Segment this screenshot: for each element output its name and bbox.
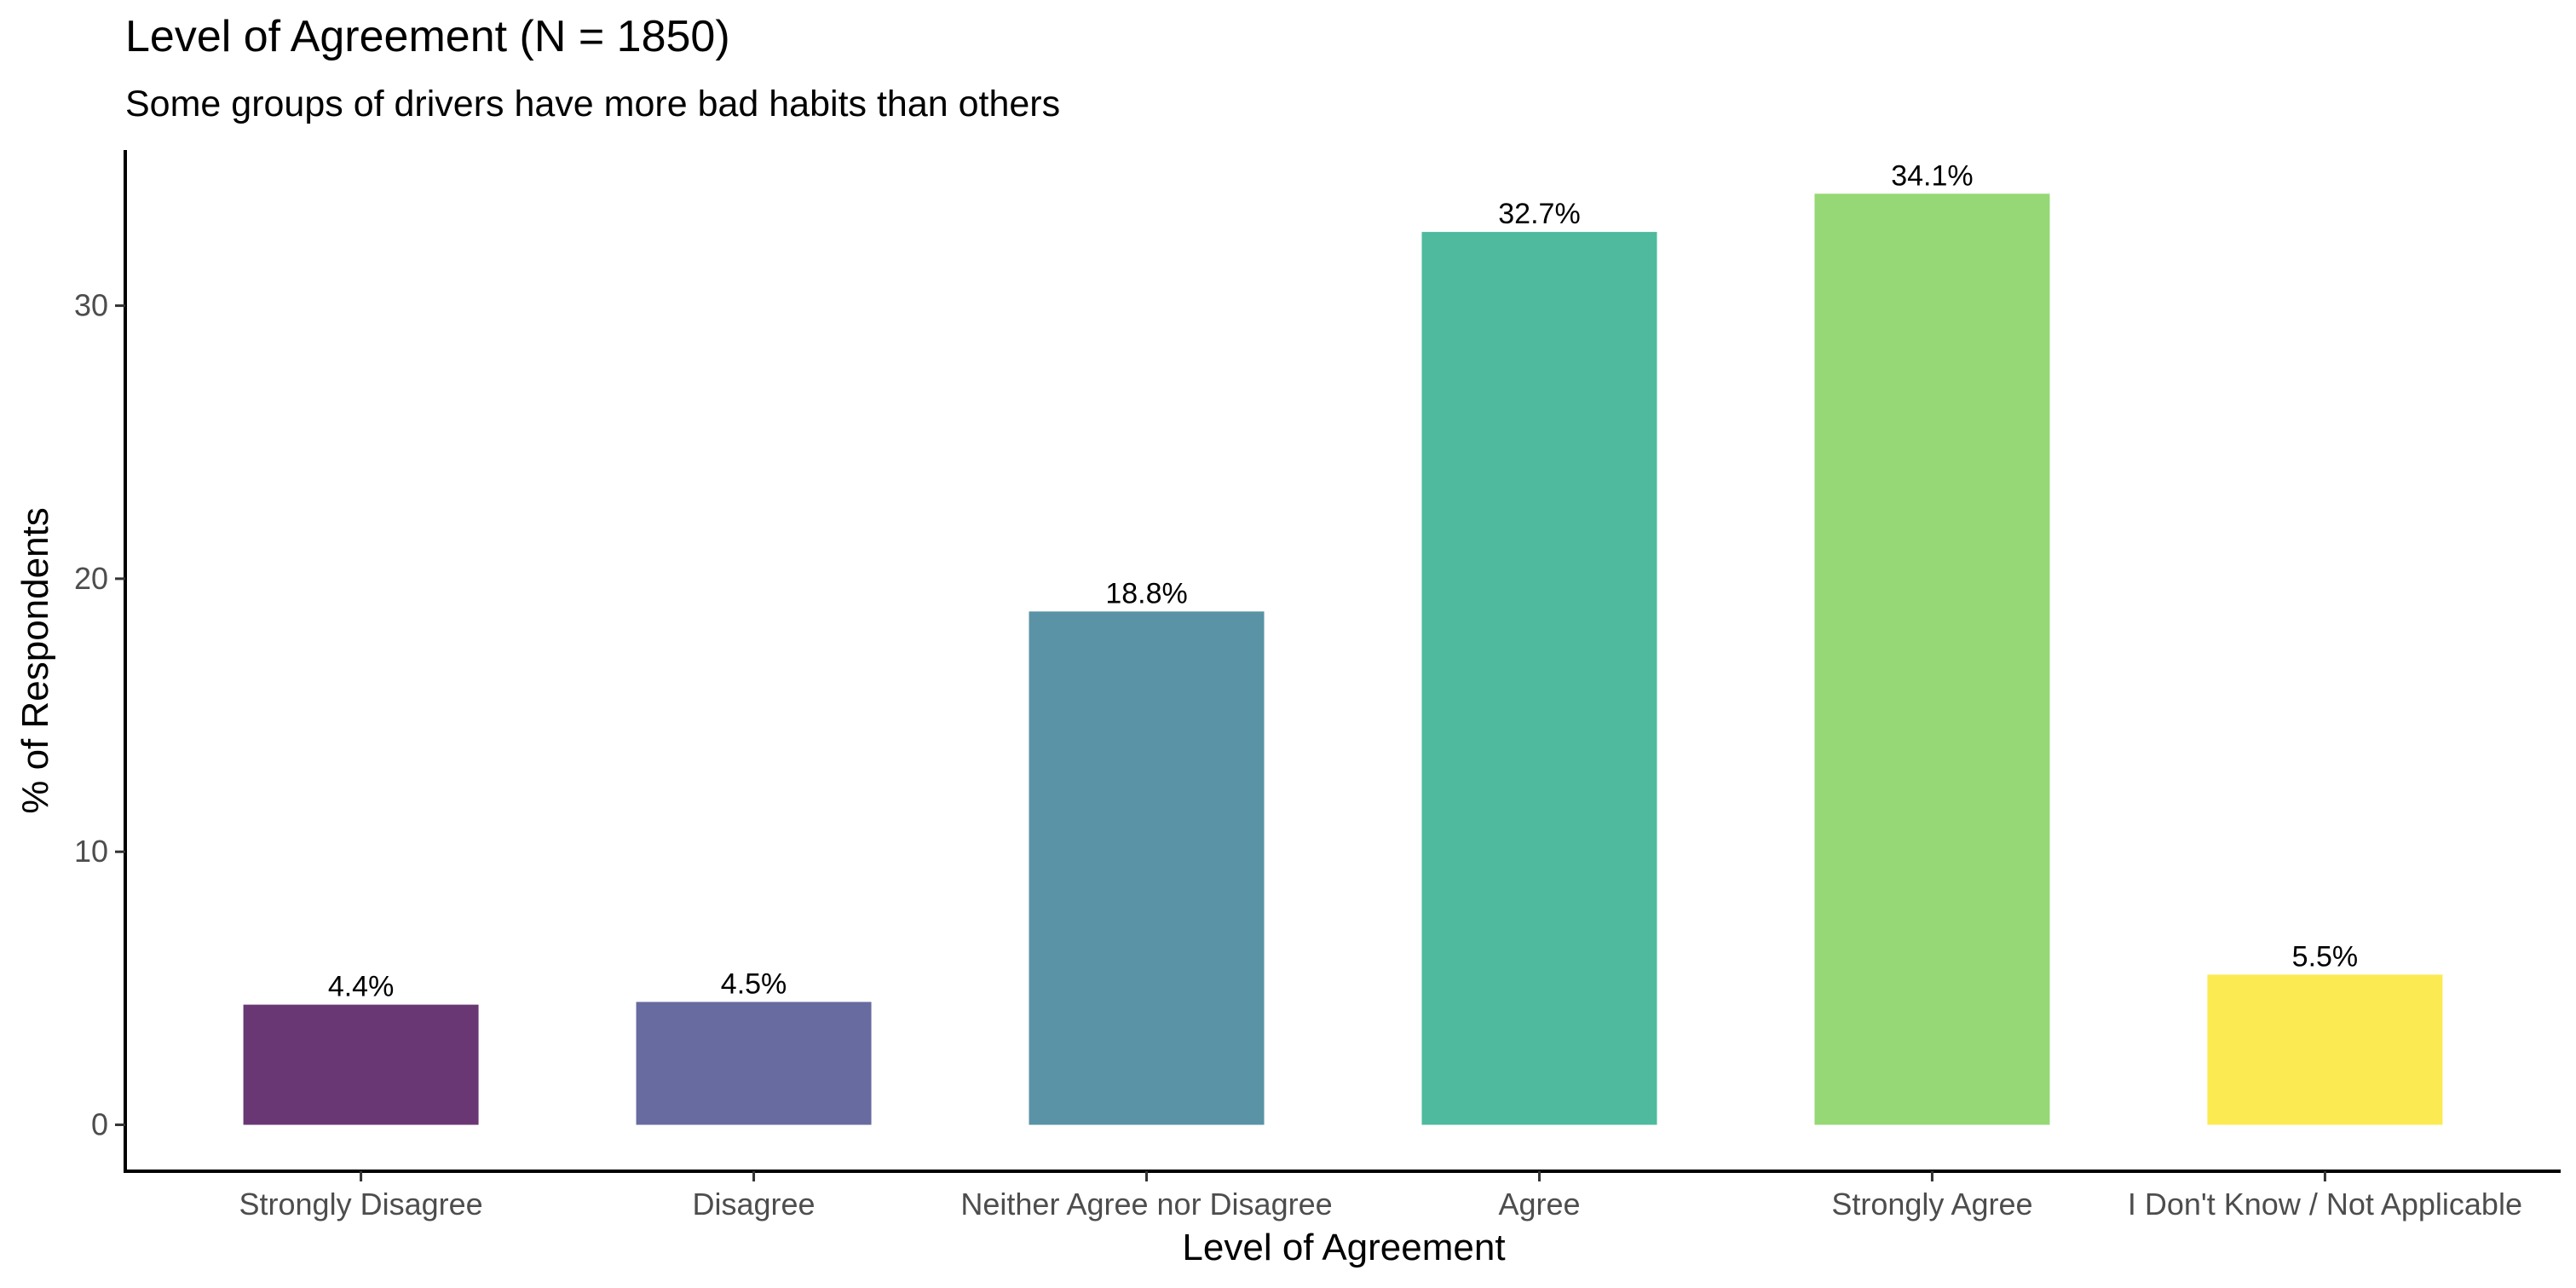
data-label-agree: 32.7% xyxy=(1498,198,1580,230)
bar-i-don-t-know-not-applicable xyxy=(2207,974,2443,1125)
x-tick-label: I Don't Know / Not Applicable xyxy=(2128,1187,2522,1222)
x-tick-label: Disagree xyxy=(693,1187,815,1222)
y-axis-ticks: 0 10 20 30 xyxy=(74,288,125,1142)
x-axis-ticks: Strongly Disagree Disagree Neither Agree n… xyxy=(239,1171,2522,1222)
data-label-strongly-disagree: 4.4% xyxy=(328,971,395,1003)
bar-strongly-disagree xyxy=(243,1004,479,1125)
x-tick-label: Neither Agree nor Disagree xyxy=(960,1187,1332,1222)
data-label-i-don-t-know-not-applicable: 5.5% xyxy=(2292,940,2359,973)
y-tick-label: 0 xyxy=(91,1107,108,1142)
y-tick-label: 20 xyxy=(74,561,108,596)
x-axis-title: Level of Agreement xyxy=(1182,1227,1505,1268)
data-label-neither-agree-nor-disagree: 18.8% xyxy=(1105,577,1187,609)
x-tick-label: Agree xyxy=(1498,1187,1580,1222)
y-tick-label: 30 xyxy=(74,288,108,323)
bars-layer xyxy=(243,193,2443,1125)
chart-subtitle: Some groups of drivers have more bad hab… xyxy=(125,84,1060,124)
x-tick-label: Strongly Disagree xyxy=(239,1187,483,1222)
x-tick-label: Strongly Agree xyxy=(1831,1187,2032,1222)
bar-neither-agree-nor-disagree xyxy=(1029,611,1265,1125)
data-labels-layer: 4.4% 4.5% 18.8% 32.7% 34.1% 5.5% xyxy=(328,159,2358,1002)
data-label-strongly-agree: 34.1% xyxy=(1891,159,1973,192)
chart-title: Level of Agreement (N = 1850) xyxy=(125,12,730,61)
bar-strongly-agree xyxy=(1814,193,2050,1125)
y-axis-title: % of Respondents xyxy=(14,507,56,814)
y-tick-label: 10 xyxy=(74,834,108,869)
bar-agree xyxy=(1421,232,1657,1125)
bar-disagree xyxy=(636,1002,872,1125)
data-label-disagree: 4.5% xyxy=(721,967,787,1000)
